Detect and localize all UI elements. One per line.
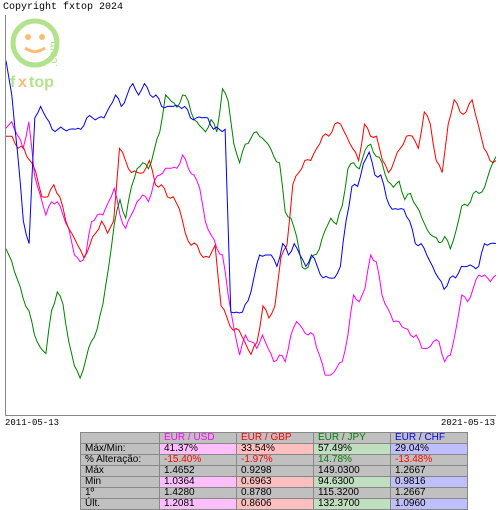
table-cell: 57.49% [314,444,391,455]
table-cell: 132.3700 [314,499,391,510]
table-row-label: Máx [81,466,160,477]
table-row-label: Máx/Min: [81,444,160,455]
table-cell: 0.8606 [237,499,314,510]
table-cell: 94.6300 [314,477,391,488]
table-row-label: Min [81,477,160,488]
table-cell: 41.37% [160,444,237,455]
table-cell: -13.48% [391,455,468,466]
table-cell: 0.8780 [237,488,314,499]
table-cell: 33.54% [237,444,314,455]
table-cell: 1.4280 [160,488,237,499]
table-cell: 1.2667 [391,488,468,499]
table-cell: 115.3200 [314,488,391,499]
table-col-header: EUR / GBP [237,433,314,444]
series-line [6,89,496,378]
table-cell: 149.0300 [314,466,391,477]
table-cell: 0.6963 [237,477,314,488]
table-cell: 29.04% [391,444,468,455]
table-row-label: 1º [81,488,160,499]
table-cell: 14.78% [314,455,391,466]
table-cell: 1.2081 [160,499,237,510]
table-cell: 1.4652 [160,466,237,477]
stats-table: EUR / USDEUR / GBPEUR / JPYEUR / CHF Máx/… [80,432,468,510]
table-cell: 1.2667 [391,466,468,477]
series-line [6,61,496,313]
table-cell: 0.9816 [391,477,468,488]
copyright-text: Copyright fxtop 2024 [3,2,123,13]
table-row-label: % Alteração: [81,455,160,466]
table-cell: 1.0960 [391,499,468,510]
table-blank-cell [81,433,160,444]
table-row-label: Últ. [81,499,160,510]
table-cell: 0.9298 [237,466,314,477]
table-cell: -1.97% [237,455,314,466]
x-axis-end: 2021-05-13 [441,418,495,428]
table-col-header: EUR / CHF [391,433,468,444]
line-chart [5,15,496,416]
table-cell: 1.0364 [160,477,237,488]
table-cell: -15.40% [160,455,237,466]
x-axis-start: 2011-05-13 [5,418,59,428]
table-col-header: EUR / USD [160,433,237,444]
table-col-header: EUR / JPY [314,433,391,444]
